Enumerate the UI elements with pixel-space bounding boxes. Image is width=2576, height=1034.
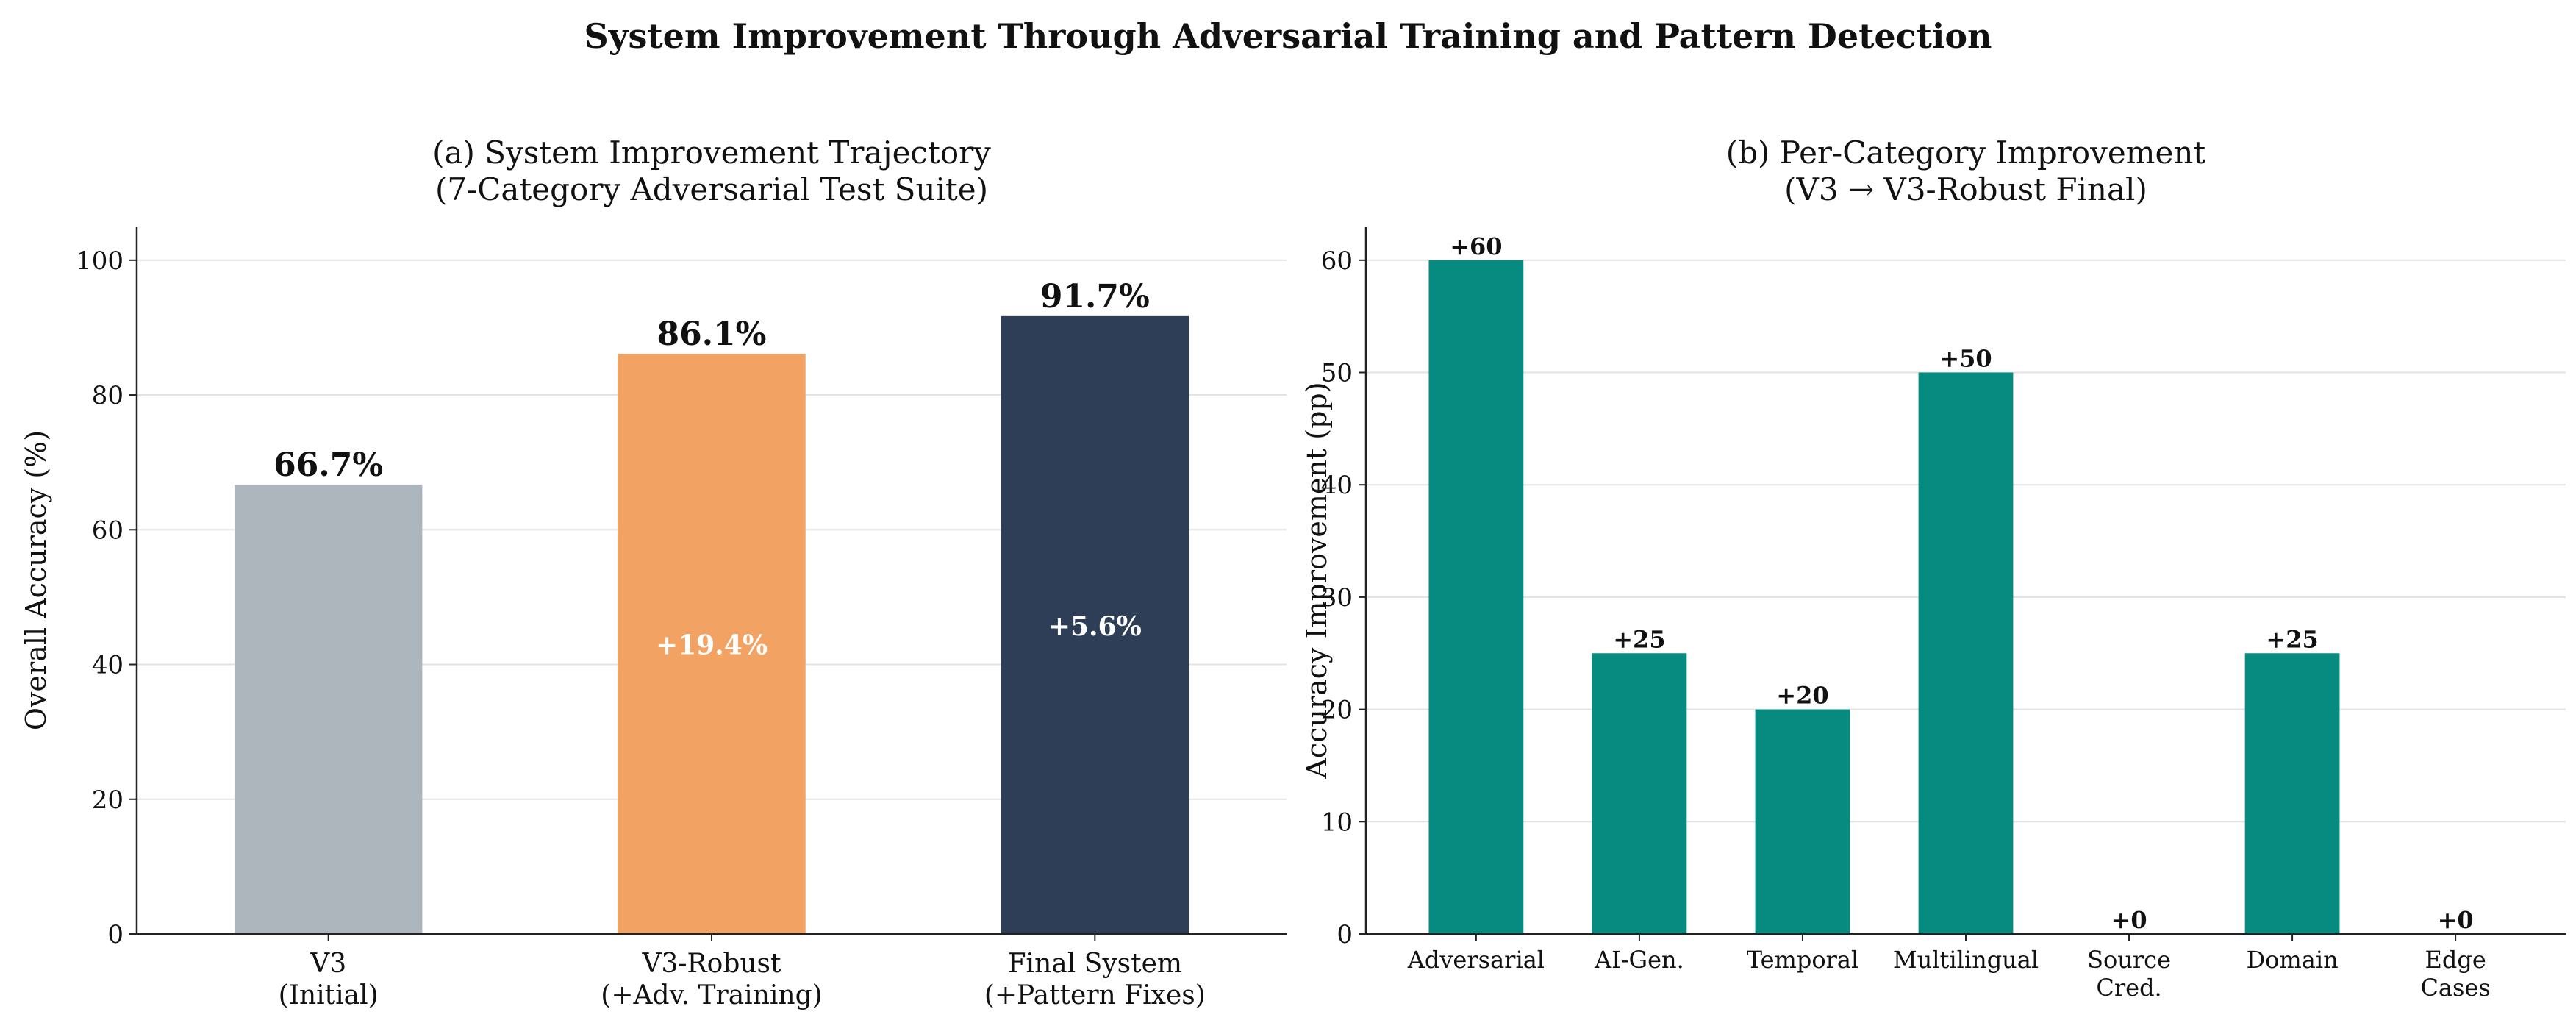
chart1-bar — [234, 484, 423, 934]
chart1-y-tick-label: 60 — [92, 516, 124, 545]
chart2-x-tick-label: Edge Cases — [2420, 946, 2490, 1002]
chart2-value-label: +60 — [1450, 232, 1502, 260]
chart1-y-tick-label: 100 — [76, 246, 124, 276]
chart2-value-label: +25 — [2266, 625, 2318, 653]
chart2-y-tick-label: 20 — [1321, 696, 1353, 725]
chart1-x-tick-label: V3-Robust (+Adv. Training) — [601, 949, 822, 1010]
chart2-bar — [1918, 372, 2014, 934]
chart2-x-tick-label: Adversarial — [1407, 946, 1545, 974]
chart2-y-tick-label: 0 — [1337, 920, 1353, 949]
chart2-x-tick-label: Multilingual — [1893, 946, 2039, 974]
figure-title: System Improvement Through Adversarial T… — [584, 16, 1992, 56]
chart2-bar — [1592, 653, 1687, 934]
chart1-y-tick-label: 80 — [92, 381, 124, 410]
chart1-value-label: 91.7% — [1040, 278, 1150, 315]
chart2-y-axis-label: Accuracy Improvement (pp) — [1300, 382, 1333, 779]
chart1-value-label: 86.1% — [657, 315, 767, 353]
chart2-x-tick-label: Temporal — [1747, 946, 1859, 974]
chart1-bar — [1001, 315, 1189, 934]
chart1-title: (a) System Improvement Trajectory (7-Cate… — [432, 135, 991, 207]
chart1-delta-label: +5.6% — [1048, 611, 1142, 642]
chart2-y-tick-label: 60 — [1321, 246, 1353, 276]
chart1-y-axis-label: Overall Accuracy (%) — [20, 430, 52, 730]
chart2-bar — [1428, 260, 1524, 934]
chart2-y-tick-label: 30 — [1321, 583, 1353, 613]
chart1-value-label: 66.7% — [273, 446, 383, 484]
chart1-y-tick-label: 0 — [107, 920, 124, 949]
chart1-x-tick-label: V3 (Initial) — [279, 949, 379, 1010]
chart1-bar — [618, 354, 806, 934]
chart2-y-tick-label: 50 — [1321, 359, 1353, 388]
chart2-bar — [1755, 709, 1850, 934]
chart1-y-tick-label: 40 — [92, 651, 124, 680]
chart2-bar — [2244, 653, 2340, 934]
chart2-y-tick-label: 40 — [1321, 471, 1353, 500]
chart2-value-label: +0 — [2111, 906, 2147, 934]
chart2-value-label: +0 — [2438, 906, 2474, 934]
chart2-x-tick-label: AI-Gen. — [1594, 946, 1684, 974]
chart2-y-tick-label: 10 — [1321, 807, 1353, 837]
chart2-value-label: +25 — [1613, 625, 1665, 653]
chart2-x-tick-label: Source Cred. — [2087, 946, 2171, 1002]
chart2-title: (b) Per-Category Improvement (V3 → V3-Rob… — [1726, 135, 2206, 207]
chart2-x-tick-label: Domain — [2246, 946, 2338, 974]
chart2-value-label: +50 — [1939, 345, 1992, 373]
chart1-y-tick-label: 20 — [92, 785, 124, 815]
chart1-x-tick-label: Final System (+Pattern Fixes) — [984, 949, 1206, 1010]
chart1-delta-label: +19.4% — [656, 630, 768, 661]
chart2-value-label: +20 — [1776, 682, 1828, 710]
